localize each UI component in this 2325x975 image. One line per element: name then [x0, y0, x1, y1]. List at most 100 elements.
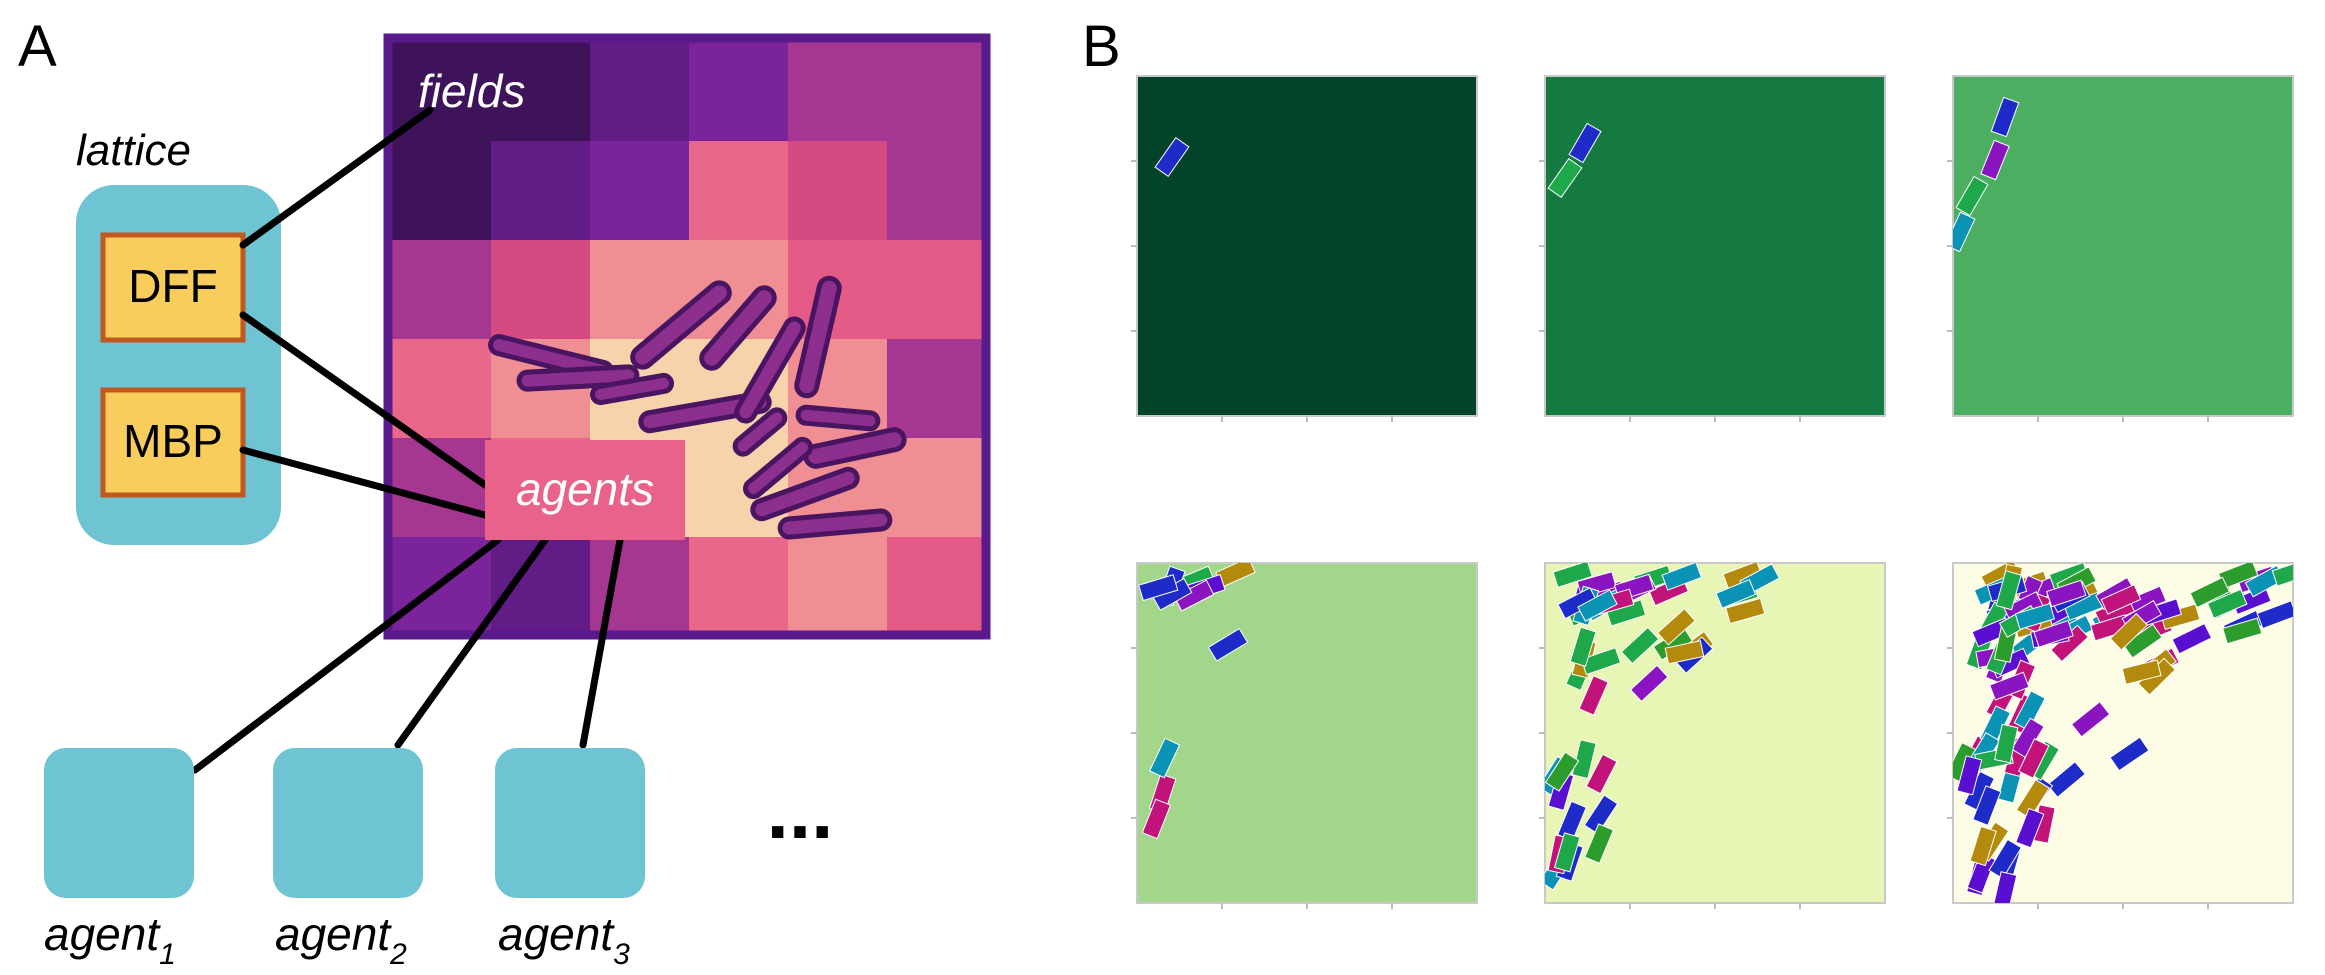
- agent-label-3-subscript: 3: [613, 938, 630, 971]
- snapshot-3: [1947, 75, 2294, 422]
- rod-cell: [795, 404, 881, 432]
- bacterium: [1149, 737, 1181, 779]
- agent-label-2-base: agent: [275, 908, 392, 960]
- agent-label-2: agent2: [275, 908, 407, 971]
- agent-label-2-subscript: 2: [389, 938, 407, 971]
- bacterium: [1956, 755, 1983, 796]
- bacterium: [1569, 626, 1597, 667]
- snapshot-frame: [1952, 75, 2294, 417]
- bacterium: [2015, 778, 2050, 820]
- rod-cell: [589, 372, 675, 406]
- field-cell: [392, 339, 492, 439]
- bacterium: [1553, 832, 1581, 873]
- bacterium: [1154, 136, 1190, 178]
- bacterium: [2046, 761, 2086, 798]
- bacteria-colony: [1138, 563, 1256, 840]
- bacterium: [1571, 739, 1597, 780]
- field-cell: [887, 537, 987, 637]
- bacterium: [1656, 608, 1696, 646]
- bacteria-colony: [1953, 96, 2020, 253]
- field-cell: [887, 141, 987, 241]
- bacteria-colony: [1154, 136, 1190, 178]
- bacterium: [1715, 578, 1757, 609]
- bacterium: [1568, 122, 1602, 164]
- bacterium: [2222, 617, 2263, 645]
- process-dff: DFF: [100, 232, 246, 343]
- snapshot-frame: [1136, 75, 1478, 417]
- bacterium: [2109, 736, 2150, 772]
- snapshot-frame: [1544, 75, 1886, 417]
- field-cell: [689, 141, 789, 241]
- bacterium: [2189, 576, 2231, 609]
- process-mbp: MBP: [100, 387, 246, 498]
- bacterium: [1207, 628, 1249, 662]
- bacterium: [2015, 807, 2045, 849]
- agents-label: agents: [516, 463, 654, 515]
- bacterium: [2109, 612, 2149, 651]
- field-cell: [689, 537, 789, 637]
- agent-label-3-base: agent: [498, 908, 615, 960]
- bacterium: [1629, 664, 1669, 703]
- rod-cell: [732, 407, 788, 457]
- bacterium: [2121, 659, 2162, 685]
- bacterium: [2046, 579, 2087, 608]
- field-cell: [491, 240, 591, 340]
- snapshot-5: [1539, 562, 1886, 909]
- rod-cell: [630, 280, 732, 370]
- bacterium: [1994, 723, 2019, 764]
- bacterium: [1545, 751, 1580, 792]
- field-cell: [887, 42, 987, 142]
- field-cell: [491, 141, 591, 241]
- process-mbp-box: [100, 387, 246, 498]
- field-cell: [392, 240, 492, 340]
- agent-box-1: [44, 748, 194, 898]
- bacterium: [2256, 600, 2293, 630]
- rod-cell: [734, 316, 806, 424]
- field-cell: [590, 42, 690, 142]
- cell-cluster: [488, 275, 907, 540]
- rod-cell: [750, 466, 860, 522]
- rod-cell: [777, 508, 893, 540]
- bacterium: [1141, 798, 1172, 840]
- bacterium: [1955, 175, 1989, 217]
- connector-mbp-agents: [239, 446, 489, 519]
- bacterium: [1578, 675, 1609, 716]
- connector-dff-agents: [239, 311, 489, 489]
- more-agents-ellipsis: ...: [767, 766, 834, 855]
- agent-box-3: [495, 748, 645, 898]
- bacterium: [1552, 563, 1593, 588]
- connector-agents-agent1: [191, 536, 502, 774]
- panel-b-label: B: [1082, 14, 1121, 79]
- bacterium: [1547, 157, 1583, 199]
- snapshot-frame: [1136, 562, 1478, 904]
- agent-label-1: agent1: [44, 908, 176, 971]
- bacterium: [1725, 597, 1766, 625]
- bacterium: [1972, 785, 2002, 826]
- bacterium: [1173, 579, 1215, 612]
- bacterium: [1953, 211, 1976, 253]
- agent-label-3: agent3: [498, 908, 630, 971]
- snapshot-6: [1947, 562, 2294, 909]
- agent-box-2: [273, 748, 423, 898]
- field-cell: [788, 537, 888, 637]
- bacteria-colony: [1547, 122, 1602, 199]
- agents-box: [485, 440, 685, 540]
- bacterium: [2014, 602, 2056, 630]
- bacterium: [2033, 619, 2074, 648]
- bacterium: [1585, 753, 1618, 795]
- field-cell: [689, 42, 789, 142]
- bacterium: [1138, 574, 1179, 602]
- field-grid-border: [383, 33, 991, 640]
- field-cell: [491, 42, 591, 142]
- bacterium: [2206, 588, 2248, 619]
- field-cell: [887, 240, 987, 340]
- bacterium: [2100, 584, 2142, 615]
- snapshot-grid: [1131, 75, 2294, 909]
- rod-cell: [794, 275, 842, 399]
- bacterium: [1992, 871, 2018, 903]
- bacterium: [1664, 640, 1705, 665]
- connector-dff-fields: [239, 106, 434, 249]
- connector-lines: [191, 106, 624, 774]
- bacterium: [1988, 838, 2023, 880]
- rod-cell: [638, 390, 772, 434]
